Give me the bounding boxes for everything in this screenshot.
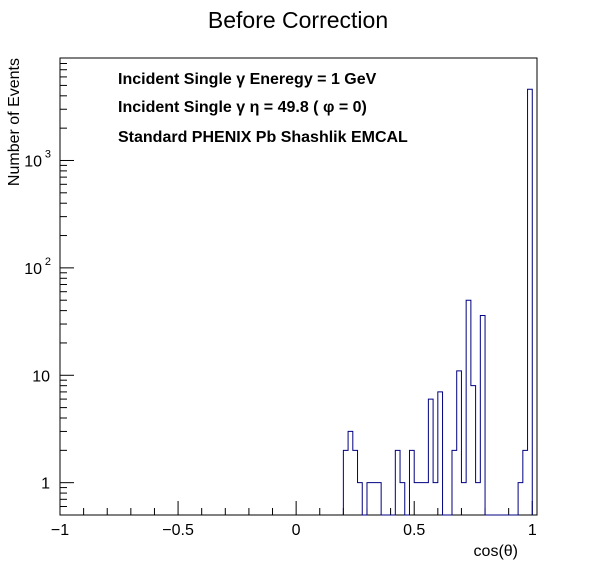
histogram-bin <box>372 483 377 515</box>
y-tick-label-exponent: 2 <box>45 256 51 268</box>
histogram-bin <box>523 450 528 515</box>
histogram-bin <box>424 483 429 515</box>
y-axis-title: Number of Events <box>6 58 23 186</box>
histogram-bin <box>457 371 462 515</box>
histogram-bin <box>480 316 485 515</box>
y-tick-label: 10 <box>24 261 42 278</box>
y-tick-label: 10 <box>24 153 42 170</box>
annotation-energy: Incident Single γ Eneregy = 1 GeV <box>118 71 377 88</box>
y-tick-label-exponent: 3 <box>45 148 51 160</box>
x-tick-label: 1 <box>528 522 537 539</box>
histogram-bin <box>419 483 424 515</box>
y-tick-label: 10 <box>32 368 50 385</box>
histogram-bin <box>433 483 438 515</box>
histogram-bin <box>409 450 414 515</box>
histogram-bin <box>476 483 481 515</box>
plot-frame <box>59 57 538 516</box>
histogram-bin <box>466 300 471 515</box>
y-axis-ticks <box>60 57 74 516</box>
annotation-eta: Incident Single γ η = 49.8 ( φ = 0) <box>118 99 367 116</box>
histogram-bin <box>428 399 433 515</box>
histogram-bin <box>367 483 372 515</box>
histogram-bin <box>528 89 533 515</box>
histogram-bin <box>376 483 381 515</box>
x-tick-label: −1 <box>51 522 69 539</box>
histogram-bin <box>400 483 405 515</box>
chart-title: Before Correction <box>208 7 388 33</box>
histogram-bin <box>452 450 457 515</box>
histogram-bin <box>414 483 419 515</box>
histogram-bin <box>438 392 443 515</box>
x-axis-title: cos(θ) <box>474 543 518 560</box>
histogram-bin <box>471 386 476 515</box>
histogram-bin <box>353 450 358 515</box>
x-axis-tick-labels: −1 −0.5 0 0.5 1 <box>51 522 537 539</box>
histogram-bin <box>518 483 523 515</box>
x-tick-label: 0.5 <box>403 522 425 539</box>
x-tick-label: −0.5 <box>162 522 194 539</box>
histogram-bin <box>358 483 363 515</box>
histogram-bin <box>395 450 400 515</box>
x-tick-label: 0 <box>292 522 301 539</box>
annotation-detector: Standard PHENIX Pb Shashlik EMCAL <box>118 129 408 146</box>
histogram-bin <box>343 450 348 515</box>
histogram-outline <box>342 88 533 516</box>
histogram-bin <box>461 483 466 515</box>
x-axis-ticks <box>59 501 533 515</box>
y-tick-label: 1 <box>41 476 50 493</box>
histogram-bin <box>348 431 353 515</box>
